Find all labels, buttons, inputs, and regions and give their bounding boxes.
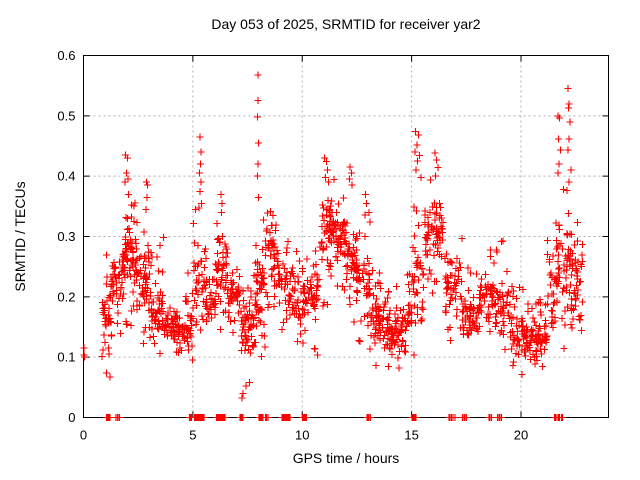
y-tick-label: 0.6 [57, 48, 75, 63]
grid-lines [83, 55, 609, 418]
x-axis-label: GPS time / hours [293, 450, 400, 466]
y-tick-label: 0.4 [57, 169, 75, 184]
chart-title: Day 053 of 2025, SRMTID for receiver yar… [211, 16, 480, 32]
x-tick-label: 5 [189, 428, 196, 443]
x-tick-labels: 0 5 10 15 20 [80, 428, 528, 443]
x-tick-label: 15 [404, 428, 418, 443]
y-tick-label: 0.3 [57, 229, 75, 244]
y-tick-label: 0.2 [57, 289, 75, 304]
x-tick-label: 10 [295, 428, 309, 443]
x-tick-label: 0 [80, 428, 87, 443]
y-tick-label: 0.1 [57, 350, 75, 365]
y-tick-labels: 0 0.1 0.2 0.3 0.4 0.5 0.6 [57, 48, 75, 425]
y-tick-label: 0.5 [57, 108, 75, 123]
y-tick-label: 0 [68, 410, 75, 425]
axis-tick-marks [83, 55, 609, 418]
scatter-points [80, 71, 586, 421]
x-tick-label: 20 [514, 428, 528, 443]
y-axis-label: SRMTID / TECUs [12, 181, 28, 291]
